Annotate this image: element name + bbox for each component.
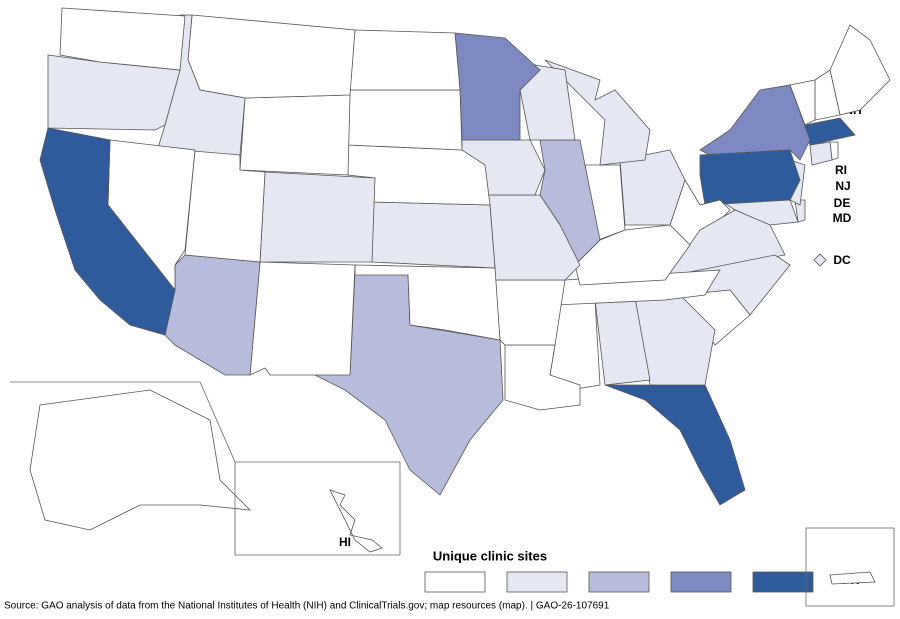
source: Source: GAO analysis of data from the Na…: [4, 601, 610, 612]
state-label: DC: [833, 253, 851, 267]
state: [604, 384, 746, 506]
state: [329, 489, 383, 553]
state: [29, 389, 252, 531]
legend-swatch: [670, 571, 732, 593]
state: [813, 253, 827, 267]
state: [239, 94, 351, 176]
state: [794, 199, 806, 223]
state: [164, 254, 261, 376]
state: [347, 89, 463, 151]
state: [249, 261, 356, 376]
legend-swatch: [424, 571, 486, 593]
legend-swatch: [588, 571, 650, 593]
state: [494, 279, 566, 346]
state: [349, 29, 461, 91]
inset-frame: [805, 527, 895, 607]
state: [347, 144, 491, 206]
state: [371, 201, 496, 269]
state: [699, 84, 811, 161]
state: [259, 171, 376, 263]
state: [809, 141, 833, 166]
state-label: HI: [339, 535, 351, 549]
legend-title: Unique clinic sites: [433, 548, 547, 563]
state: [829, 571, 876, 585]
state-label: DE: [834, 196, 851, 210]
legend-swatch: [506, 571, 568, 593]
state: [544, 59, 651, 166]
state: [39, 127, 176, 336]
state: [187, 14, 356, 99]
state-label: NJ: [835, 179, 850, 193]
state: [504, 344, 581, 411]
state: [699, 149, 801, 206]
legend-swatch: [752, 571, 814, 593]
state: [59, 7, 186, 71]
state: [354, 264, 501, 341]
state-label: RI: [835, 163, 847, 177]
state: [804, 117, 856, 146]
state-label: MD: [833, 211, 852, 225]
state: [829, 24, 891, 116]
inset-frame: [235, 461, 401, 555]
